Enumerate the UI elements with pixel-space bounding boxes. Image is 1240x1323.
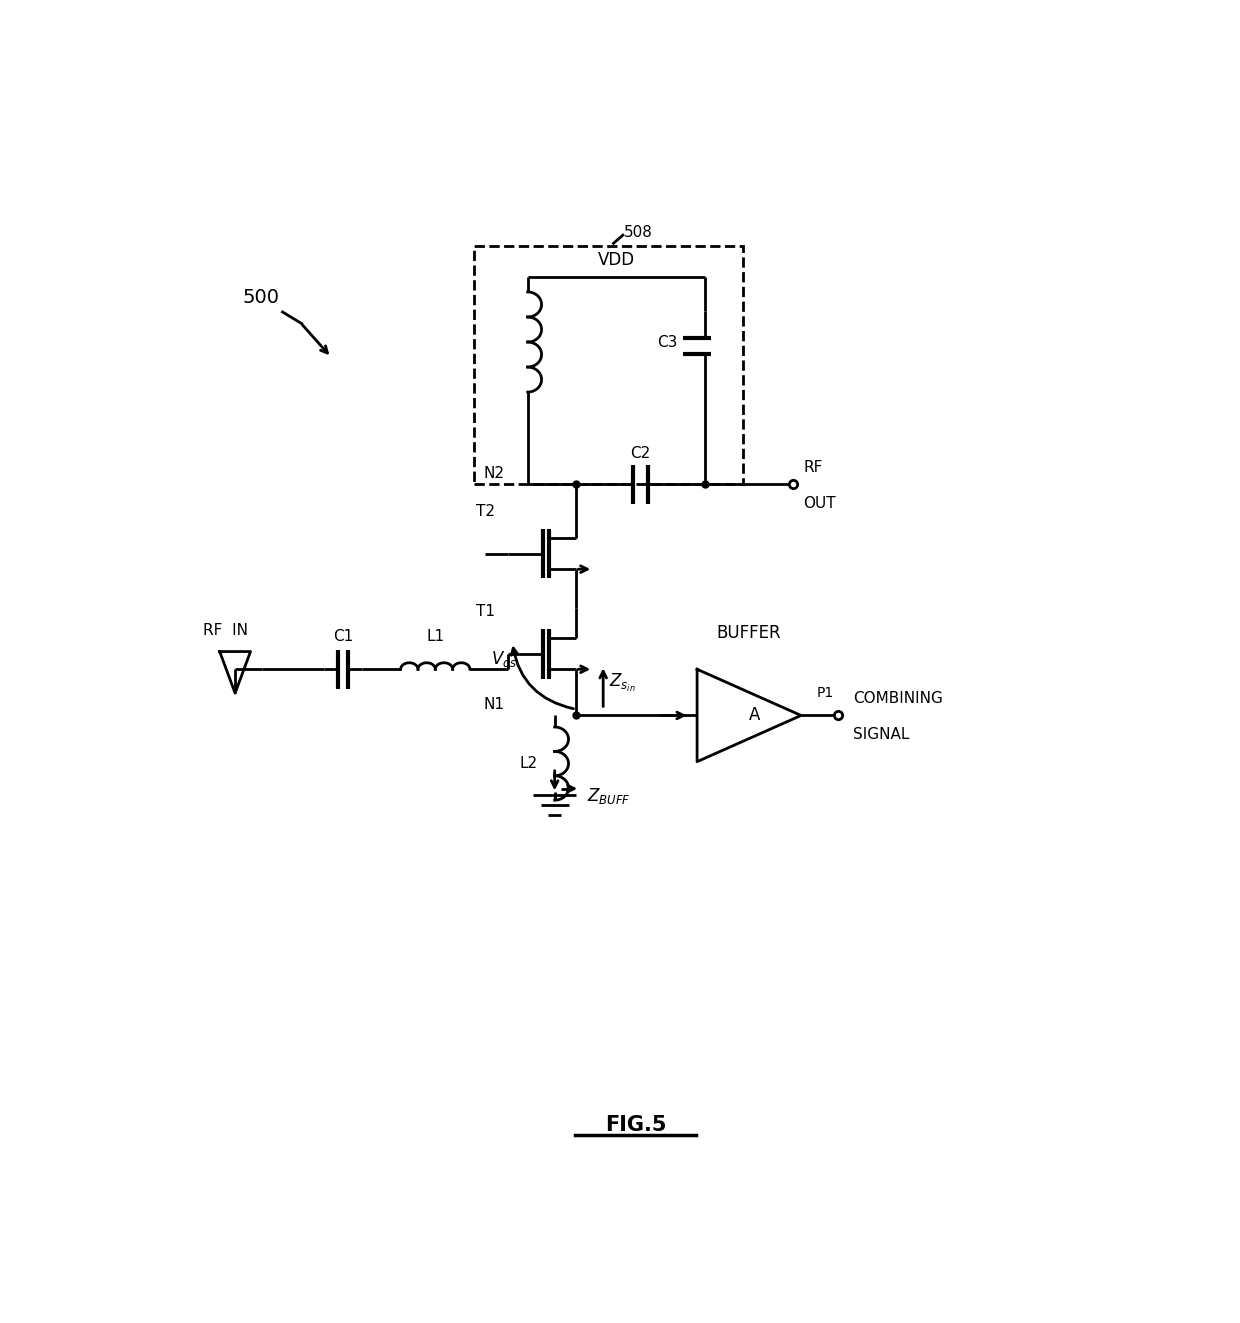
Text: $Z_{s_{in}}$: $Z_{s_{in}}$ — [609, 672, 636, 695]
Bar — [474, 246, 743, 484]
Text: FIG.5: FIG.5 — [605, 1115, 666, 1135]
Text: A: A — [749, 706, 760, 725]
Text: RF  IN: RF IN — [203, 623, 248, 638]
Text: L1: L1 — [427, 628, 444, 644]
Text: 500: 500 — [243, 288, 280, 307]
Text: N2: N2 — [484, 466, 505, 480]
Text: 508: 508 — [624, 225, 652, 239]
Text: $Z_{BUFF}$: $Z_{BUFF}$ — [587, 786, 631, 806]
Text: COMBINING: COMBINING — [853, 691, 944, 706]
Text: RF: RF — [804, 460, 822, 475]
Text: C1: C1 — [332, 628, 353, 644]
Text: VDD: VDD — [598, 251, 635, 269]
Text: C3: C3 — [657, 335, 677, 349]
Text: P1: P1 — [816, 687, 833, 700]
Text: SIGNAL: SIGNAL — [853, 728, 910, 742]
Text: C2: C2 — [630, 446, 651, 462]
Text: T2: T2 — [476, 504, 495, 519]
Text: $V_{gs}$: $V_{gs}$ — [491, 650, 518, 673]
Text: L2: L2 — [520, 757, 538, 771]
Text: N1: N1 — [484, 697, 505, 712]
Text: OUT: OUT — [804, 496, 836, 512]
Text: T1: T1 — [476, 605, 495, 619]
Text: BUFFER: BUFFER — [717, 624, 781, 643]
